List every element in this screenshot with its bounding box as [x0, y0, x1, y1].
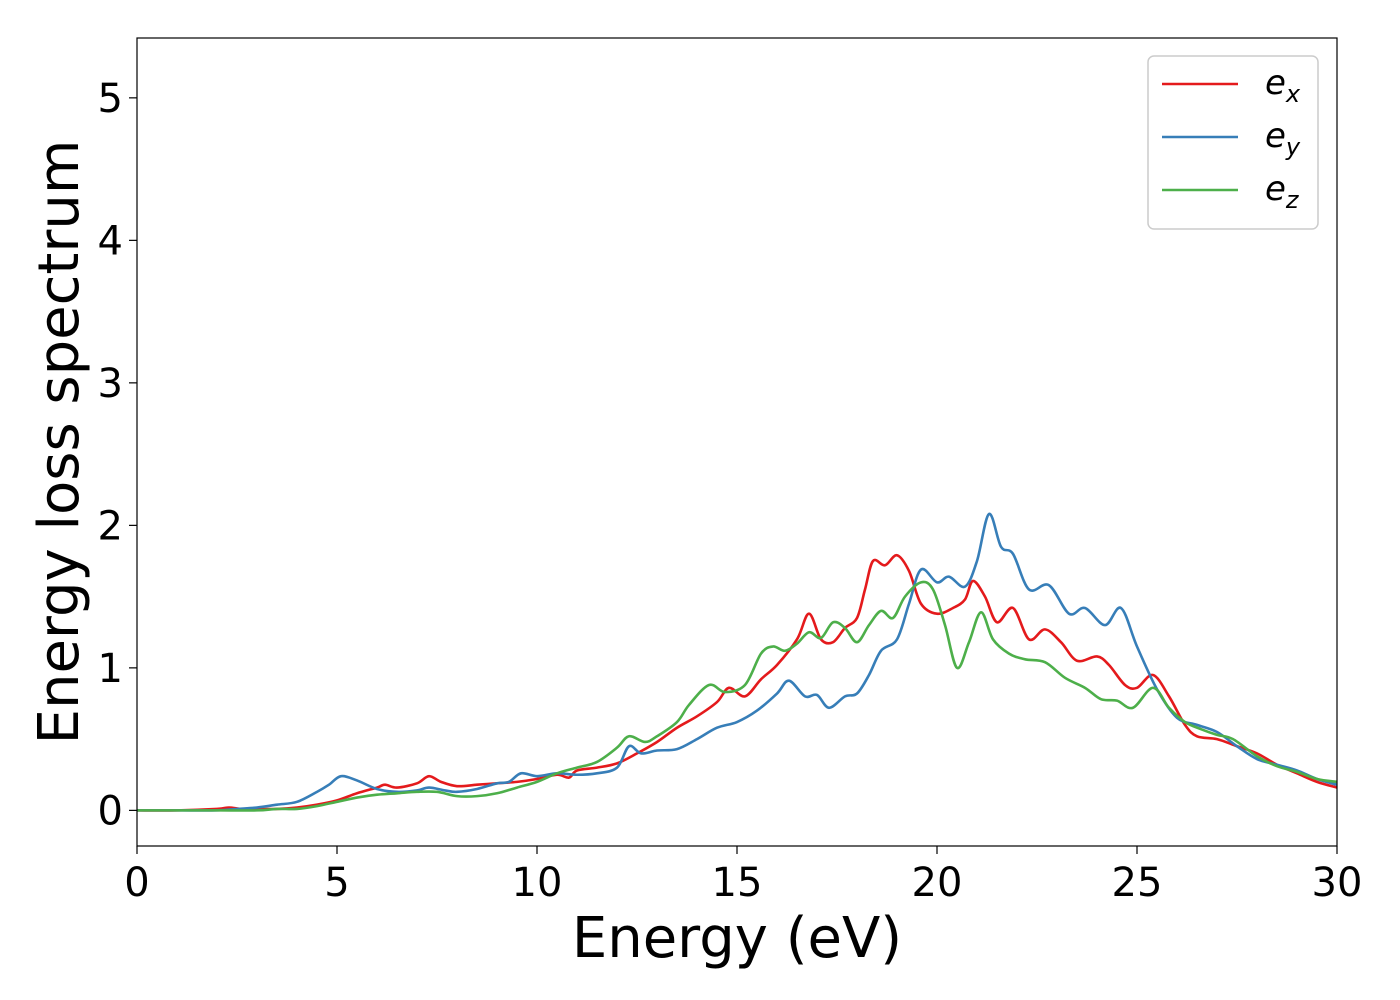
legend-label-x: ex [1265, 63, 1301, 108]
y-tick-label: 3 [98, 361, 123, 407]
series-line-z [137, 580, 1337, 812]
x-tick-label: 30 [1312, 860, 1363, 906]
legend-label-z: ez [1265, 169, 1300, 214]
x-axis-title: Energy (eV) [572, 906, 902, 971]
x-tick-label: 5 [324, 860, 349, 906]
x-axis-ticks: 0 5 10 15 20 25 30 [124, 846, 1362, 906]
x-tick-label: 25 [1112, 860, 1163, 906]
y-tick-label: 4 [98, 218, 123, 264]
y-tick-label: 0 [98, 788, 123, 834]
y-tick-label: 2 [98, 503, 123, 549]
y-axis-title: Energy loss spectrum [27, 140, 92, 745]
y-axis-ticks: 0 1 2 3 4 5 [98, 76, 137, 834]
series-line-y [137, 512, 1337, 812]
x-tick-label: 20 [912, 860, 963, 906]
y-tick-label: 1 [98, 646, 123, 692]
legend-label-y: ey [1265, 116, 1301, 161]
x-tick-label: 15 [712, 860, 763, 906]
legend-box [1147, 55, 1319, 230]
plot-area [137, 38, 1337, 846]
x-tick-label: 0 [124, 860, 149, 906]
x-tick-label: 10 [512, 860, 563, 906]
series-lines [137, 512, 1337, 812]
series-line-x [137, 553, 1337, 812]
legend: ex ey ez [1147, 55, 1319, 230]
y-tick-label: 5 [98, 76, 123, 122]
